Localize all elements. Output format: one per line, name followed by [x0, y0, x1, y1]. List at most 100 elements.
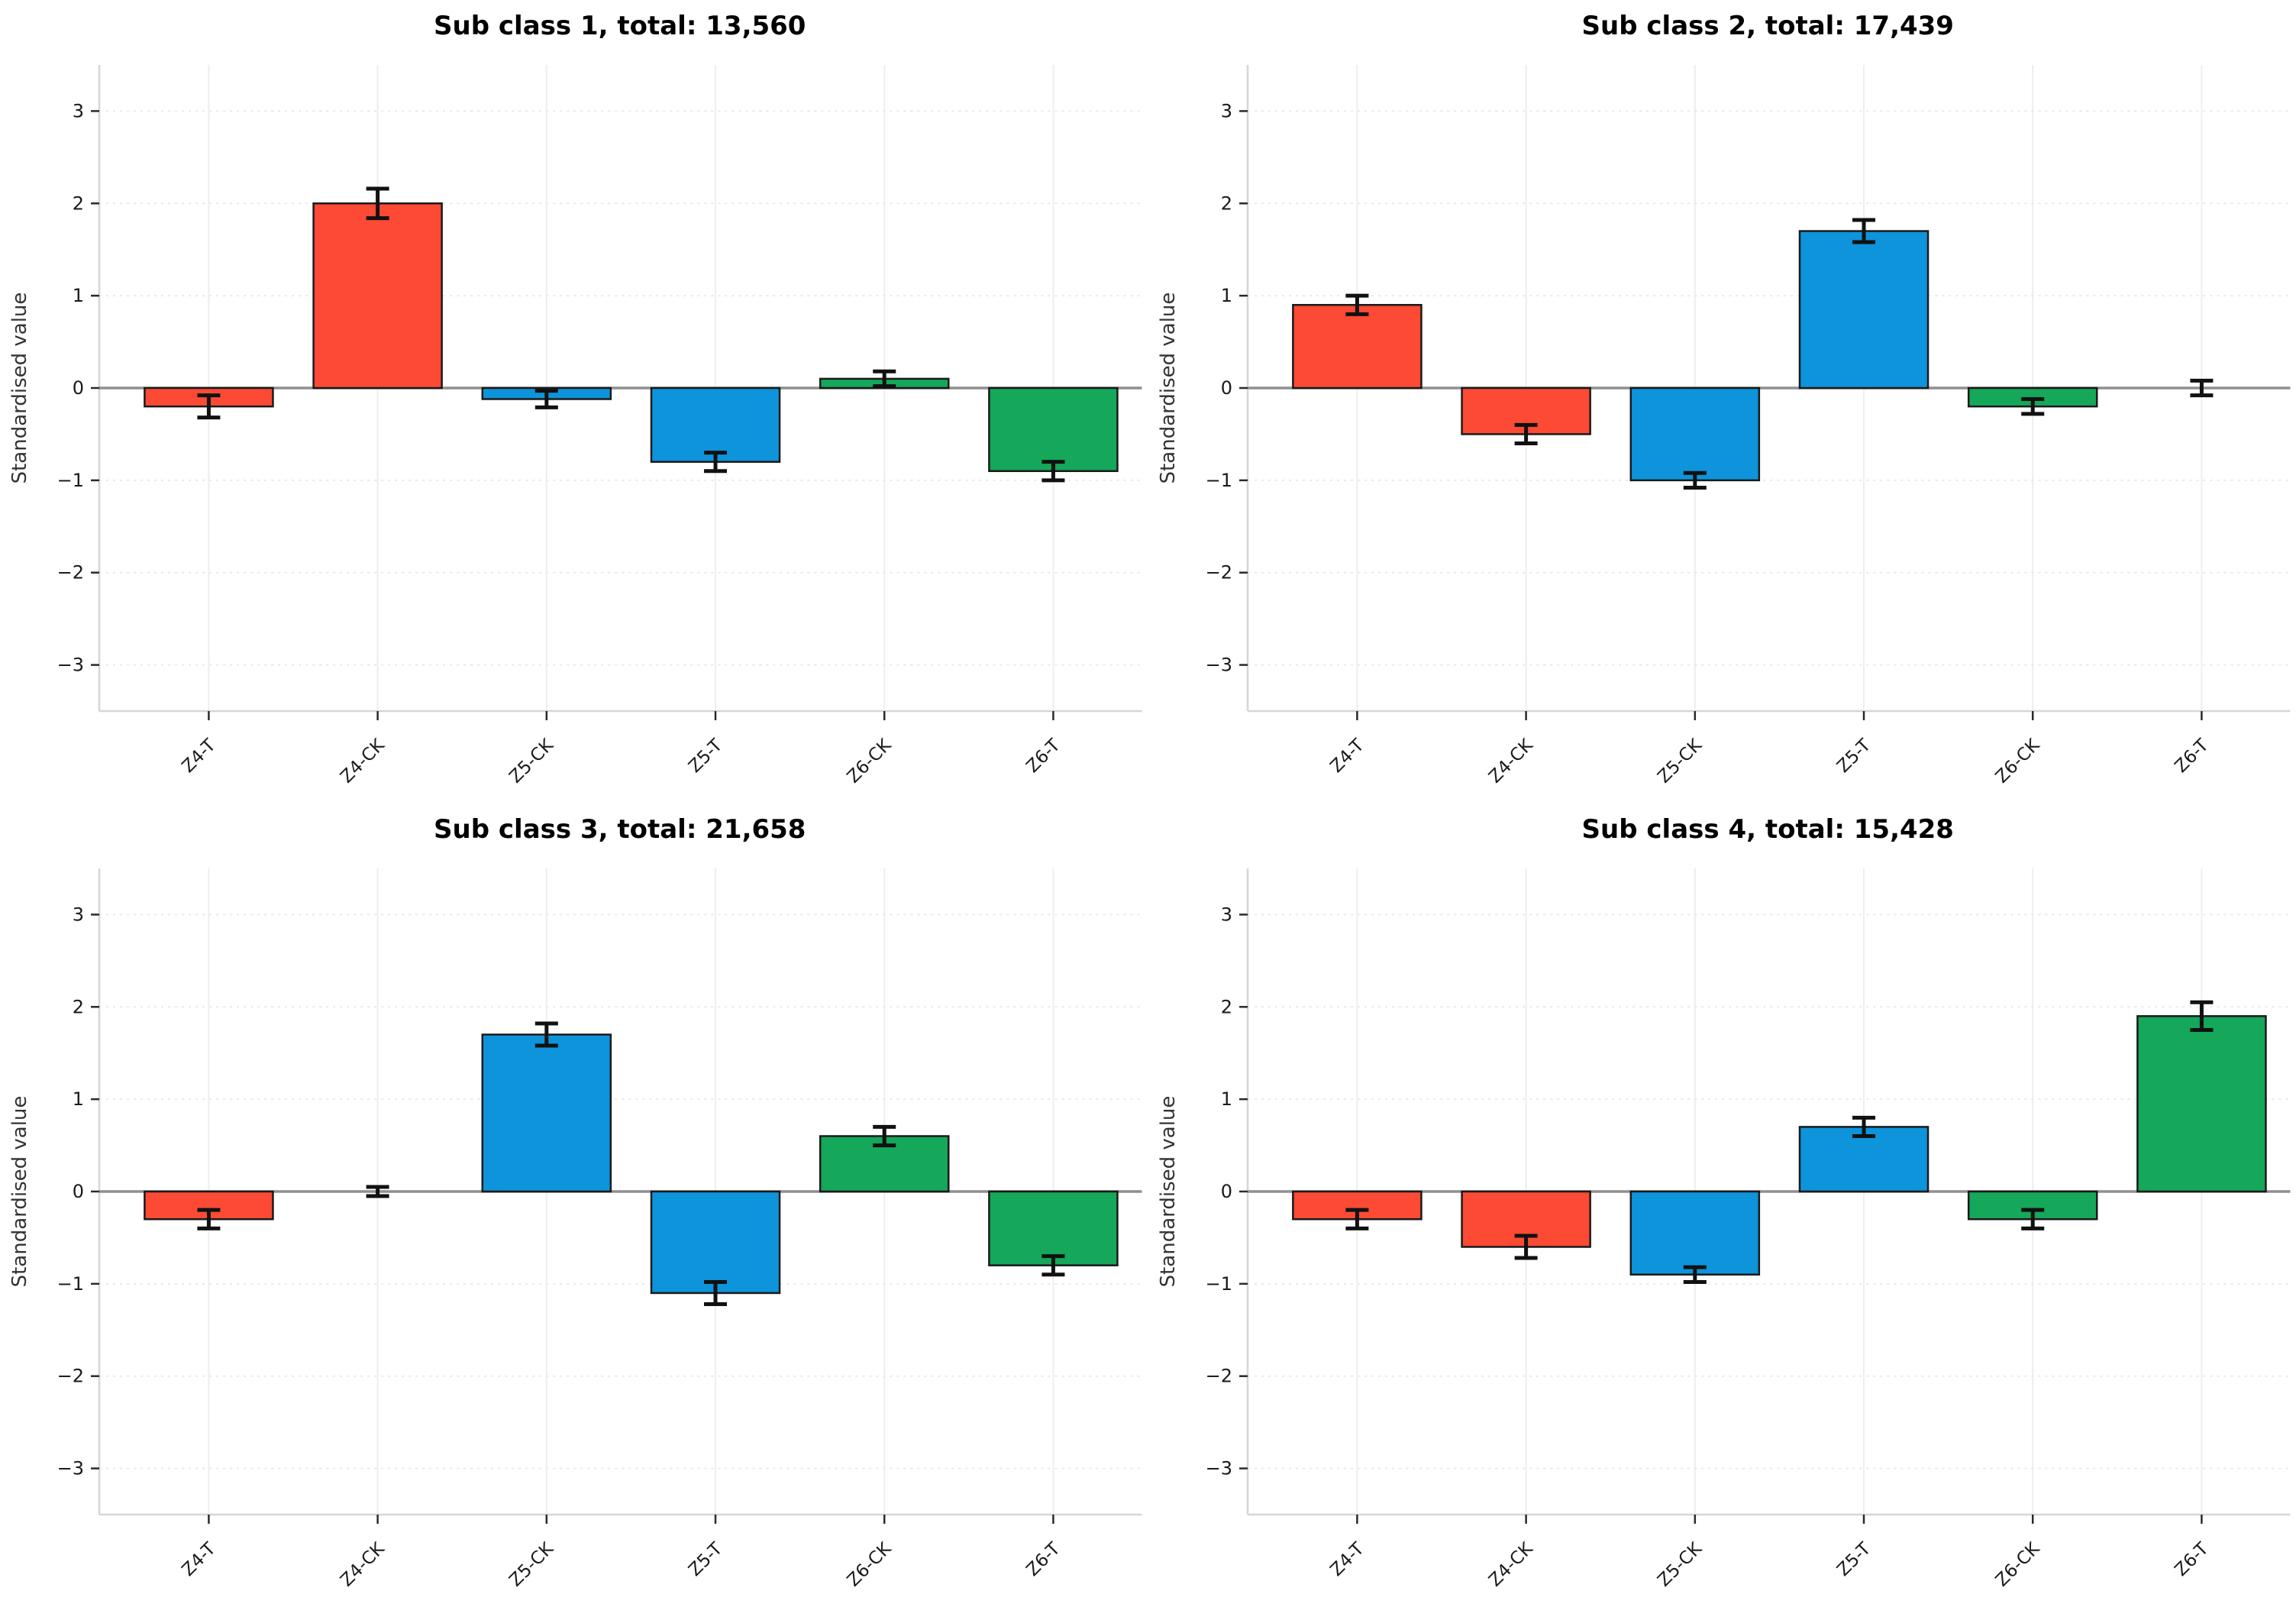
bar-Z6-T: [988, 1190, 1119, 1266]
y-axis-label: Standardised value: [8, 1096, 31, 1288]
errorbar-Z5-CK: [1683, 470, 1707, 490]
x-tick-labels: Z4-T Z4-CK Z5-CK Z5-T Z6-CK Z6-T: [178, 1515, 1064, 1591]
bars-layer: [144, 1033, 1119, 1295]
subplot-4-title: Sub class 4, total: 15,428: [1581, 814, 1954, 845]
bar-Z6-T: [988, 386, 1119, 473]
y-tick-label: −1: [57, 470, 84, 491]
y-tick-label: 3: [1220, 100, 1232, 121]
y-tick-labels: −3 −2 −1 0 1 2 3: [57, 100, 100, 676]
bar-Z4-CK: [312, 202, 443, 390]
subplot-2-canvas: −3 −2 −1 0 1 2 3 Standardised value Z4-T Z4-CK Z5-…: [1148, 0, 2296, 804]
y-tick-label: 3: [1220, 904, 1232, 925]
bars-layer: [1291, 1015, 2267, 1276]
errorbar-Z5-T: [1852, 218, 1875, 244]
chart-svg-2: −3 −2 −1 0 1 2 3 Standardised value Z4-T Z4-CK Z5-…: [1157, 65, 2290, 787]
y-axis-label: Standardised value: [8, 293, 31, 484]
y-tick-label: 2: [1220, 996, 1232, 1017]
bars-layer: [144, 202, 1119, 473]
subplot-3-canvas: −3 −2 −1 0 1 2 3 Standardised value Z4-T Z4-CK Z5-…: [0, 804, 1148, 1607]
y-tick-label: −2: [1205, 562, 1232, 584]
errorbar-Z5-T: [1852, 1115, 1875, 1138]
y-tick-label: −1: [1205, 1273, 1232, 1295]
errorbar-Z4-T: [1345, 293, 1368, 316]
x-tick-label: Z5-T: [685, 1538, 727, 1580]
bar-Z6-T: [2136, 1015, 2267, 1193]
y-tick-label: 2: [73, 192, 84, 214]
subplot-4-canvas: −3 −2 −1 0 1 2 3 Standardised value Z4-T Z4-CK Z5-…: [1148, 804, 2296, 1607]
subplot-2-title: Sub class 2, total: 17,439: [1581, 11, 1954, 41]
errorbar-Z4-T: [197, 1208, 221, 1230]
x-tick-label: Z6-CK: [844, 1538, 896, 1590]
subplot-1-title: Sub class 1, total: 13,560: [434, 11, 806, 41]
y-axis-label: Standardised value: [1157, 293, 1180, 484]
errorbar-Z4-CK: [366, 186, 389, 221]
errorbar-Z4-T: [1345, 1208, 1368, 1230]
x-tick-label: Z4-CK: [1485, 735, 1537, 787]
y-tick-label: −3: [1205, 655, 1232, 676]
x-tick-label: Z6-T: [1022, 1538, 1064, 1580]
y-tick-label: −3: [57, 655, 84, 676]
x-tick-label: Z4-CK: [1485, 1538, 1537, 1590]
errorbar-Z4-CK: [1514, 422, 1538, 446]
chart-svg-4: −3 −2 −1 0 1 2 3 Standardised value Z4-T Z4-CK Z5-…: [1157, 868, 2290, 1591]
x-tick-label: Z5-CK: [505, 1538, 557, 1590]
chart-svg-3: −3 −2 −1 0 1 2 3 Standardised value Z4-T Z4-CK Z5-…: [8, 868, 1142, 1591]
errorbar-Z5-T: [704, 451, 728, 474]
errorbar-Z6-CK: [2020, 397, 2044, 416]
errorbar-Z6-T: [2189, 1000, 2213, 1032]
x-tick-label: Z6-CK: [1991, 735, 2043, 787]
errorbar-Z6-T: [1041, 1254, 1065, 1277]
subplot-2: Sub class 2, total: 17,439 −3 −2 −1 0 1 2 3 Sta…: [1148, 0, 2296, 804]
bar-Z4-T: [1291, 303, 1422, 390]
x-tick-label: Z6-T: [2171, 1538, 2213, 1580]
y-tick-label: −2: [57, 1366, 84, 1387]
errorbars-layer: [197, 186, 1065, 483]
y-tick-label: 1: [73, 1088, 84, 1110]
errorbar-Z6-T: [1041, 460, 1065, 483]
y-tick-label: −2: [57, 562, 84, 584]
x-tick-label: Z5-T: [1833, 1538, 1875, 1580]
subplot-3-title: Sub class 3, total: 21,658: [434, 814, 806, 845]
x-tick-label: Z6-T: [1022, 735, 1064, 777]
subplot-4: Sub class 4, total: 15,428 −3 −2 −1 0 1 2 3 Sta…: [1148, 804, 2296, 1607]
x-tick-labels: Z4-T Z4-CK Z5-CK Z5-T Z6-CK Z6-T: [178, 711, 1064, 787]
x-tick-label: Z5-T: [1833, 735, 1875, 777]
y-tick-label: 3: [73, 100, 84, 121]
errorbar-Z6-CK: [2020, 1208, 2044, 1230]
errorbar-Z4-T: [197, 393, 221, 420]
bar-Z5-CK: [1629, 1190, 1760, 1276]
y-axis-label: Standardised value: [1157, 1096, 1180, 1288]
errorbar-Z5-T: [704, 1279, 728, 1306]
y-tick-label: 0: [73, 377, 84, 399]
x-tick-label: Z5-CK: [505, 735, 557, 787]
bar-Z5-T: [650, 1190, 781, 1295]
y-tick-label: 1: [73, 285, 84, 306]
y-tick-label: 1: [1220, 285, 1232, 306]
x-tick-label: Z6-T: [2171, 735, 2213, 777]
errorbars-layer: [1345, 218, 2213, 490]
y-tick-label: 1: [1220, 1088, 1232, 1110]
errorbars-layer: [197, 1021, 1065, 1306]
x-tick-label: Z5-CK: [1654, 735, 1706, 787]
x-tick-label: Z4-T: [1326, 1538, 1368, 1580]
chart-svg-1: −3 −2 −1 0 1 2 3 Standardised value Z4-T Z4-CK Z5-…: [8, 65, 1142, 787]
x-tick-labels: Z4-T Z4-CK Z5-CK Z5-T Z6-CK Z6-T: [1326, 1515, 2213, 1591]
x-tick-label: Z4-T: [178, 735, 220, 777]
x-tick-label: Z4-T: [178, 1538, 220, 1580]
x-tick-label: Z6-CK: [1991, 1538, 2043, 1590]
y-tick-label: 3: [73, 904, 84, 925]
errorbar-Z5-CK: [534, 389, 558, 409]
errorbars-layer: [1345, 1000, 2213, 1284]
x-tick-label: Z6-CK: [844, 735, 896, 787]
y-tick-label: 0: [1220, 1181, 1232, 1202]
y-tick-labels: −3 −2 −1 0 1 2 3: [57, 904, 100, 1479]
bar-Z5-CK: [1629, 386, 1760, 482]
errorbar-Z5-CK: [1683, 1265, 1707, 1284]
bar-Z5-T: [1798, 230, 1929, 390]
errorbar-Z6-T: [2189, 378, 2213, 398]
y-tick-label: 2: [1220, 192, 1232, 214]
errorbar-Z4-CK: [366, 1185, 389, 1198]
errorbar-Z5-CK: [534, 1021, 558, 1048]
y-tick-labels: −3 −2 −1 0 1 2 3: [1205, 904, 1248, 1479]
